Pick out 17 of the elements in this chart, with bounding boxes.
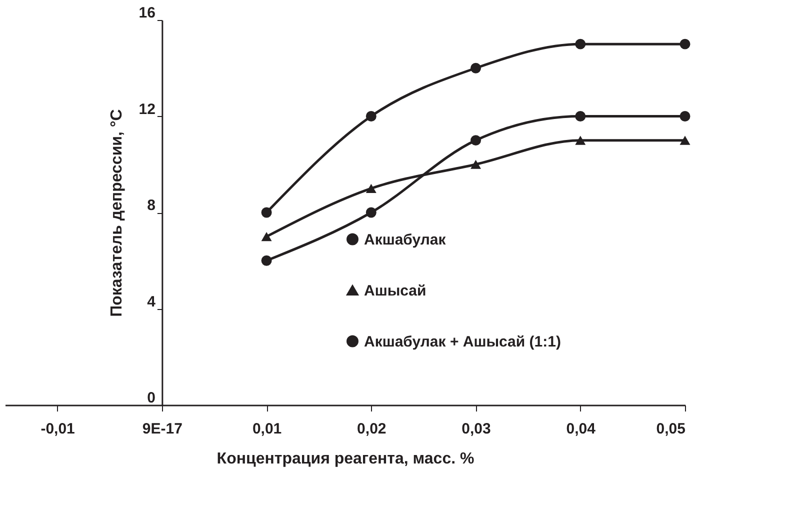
x-tick-label: 0,05 — [656, 420, 686, 438]
x-tick-label: 9E-17 — [142, 420, 182, 438]
legend-label: Акшабулак + Ашысай (1:1) — [364, 333, 561, 350]
x-tick-label: 0,01 — [252, 420, 282, 438]
x-tick-label: -0,01 — [40, 420, 75, 438]
x-tick-label: 0,04 — [566, 420, 596, 438]
y-tick-label: 16 — [138, 4, 156, 22]
x-tick-label: 0,03 — [462, 420, 491, 438]
y-tick-label: 0 — [147, 390, 156, 406]
y-axis-title: Показатель депрессии, °C — [108, 108, 126, 317]
y-tick-label: 8 — [147, 197, 156, 214]
y-tick-label: 4 — [147, 293, 156, 310]
x-tick-label: 0,02 — [357, 420, 386, 438]
y-tick-label: 12 — [138, 100, 156, 118]
legend-label: Акшабулак — [364, 231, 446, 248]
legend-label: Ашысай — [364, 282, 426, 300]
x-axis-title: Концентрация реагента, масс. % — [216, 450, 474, 468]
